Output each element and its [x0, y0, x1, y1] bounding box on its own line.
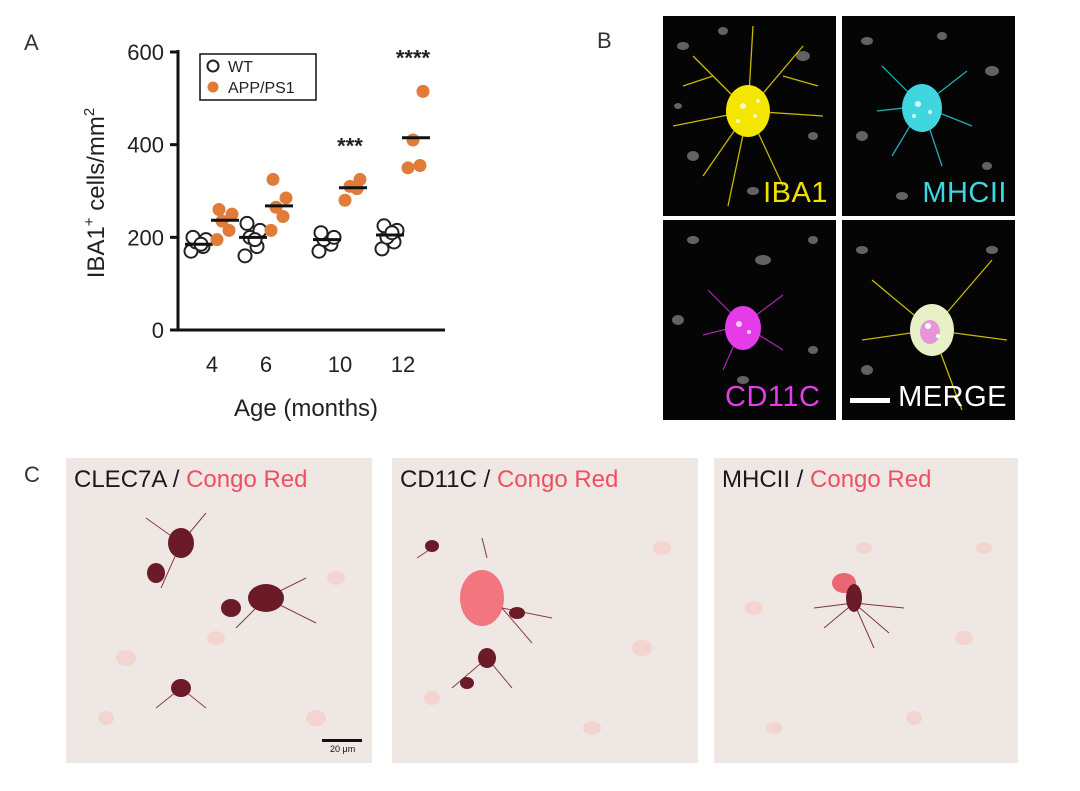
micro-label-merge: MERGE	[898, 381, 1007, 413]
y-tick-label: 600	[127, 40, 164, 65]
app-ps1-point	[222, 223, 236, 237]
legend-marker	[207, 81, 219, 93]
fluorescence-grid: IBA1 MHCII CD11C MERGE	[663, 16, 1015, 420]
app-ps1-point	[225, 207, 239, 221]
micrograph-iba1: IBA1	[663, 16, 836, 216]
app-ps1-point	[266, 172, 280, 186]
brightfield-clec7a: CLEC7A / Congo Red	[66, 458, 372, 763]
brightfield-scale-label: 20 μm	[330, 744, 356, 754]
wt-point	[313, 225, 329, 241]
app-ps1-point	[338, 193, 352, 207]
x-tick-label: 4	[206, 352, 218, 377]
clec7a-title: CLEC7A / Congo Red	[74, 466, 308, 493]
legend-marker	[206, 59, 220, 73]
x-tick-label: 10	[328, 352, 352, 377]
significance-marker: ****	[396, 45, 431, 70]
app-ps1-point	[353, 172, 367, 186]
wt-point	[237, 248, 253, 264]
app-ps1-point	[264, 223, 278, 237]
y-axis-title: IBA1+ cells/mm2	[81, 108, 110, 278]
micro-label-iba1: IBA1	[763, 177, 828, 209]
y-axis-title-superscript: +	[81, 217, 98, 226]
wt-point	[239, 215, 255, 231]
app-ps1-point	[413, 159, 427, 173]
micrograph-merge: MERGE	[842, 220, 1015, 420]
legend-box	[199, 53, 317, 101]
y-axis-title-part: cells/mm	[83, 116, 110, 217]
app-ps1-point	[401, 161, 415, 175]
brightfield-mhcii: MHCII / Congo Red	[714, 458, 1018, 763]
clec7a-cell-image	[98, 512, 345, 726]
iba1-cell-image	[672, 25, 824, 207]
brightfield-cd11c: CD11C / Congo Red	[392, 458, 698, 763]
x-tick-label: 6	[260, 352, 272, 377]
y-tick-label: 200	[127, 225, 164, 250]
micro-label-cd11c: CD11C	[725, 381, 821, 413]
app-ps1-point	[212, 203, 226, 217]
mhcii-cell-image	[856, 32, 999, 200]
iba1-scatter-chart: 0 200 400 600 4 6 10 12 Age (months) IBA1+ cells/…	[81, 40, 445, 422]
y-tick-label: 400	[127, 133, 164, 158]
mhcii-brightfield-image	[745, 542, 992, 734]
wt-point	[384, 225, 400, 241]
cd11c-brightfield-image	[416, 537, 671, 735]
micrograph-mhcii: MHCII	[842, 16, 1015, 216]
app-ps1-point	[279, 191, 293, 205]
panel-label-a: A	[24, 30, 39, 55]
wt-point	[326, 229, 342, 245]
app-ps1-point	[210, 233, 224, 247]
cd11c-cell-image	[672, 236, 818, 384]
y-axis-title-superscript: 2	[81, 108, 98, 116]
merge-cell-image	[856, 246, 1008, 411]
x-axis-title: Age (months)	[234, 395, 378, 422]
y-axis-title-part: IBA1	[83, 226, 110, 278]
x-tick-label: 12	[391, 352, 415, 377]
cd11c-title: CD11C / Congo Red	[400, 466, 619, 493]
panel-label-c: C	[24, 462, 40, 487]
wt-point	[247, 232, 263, 248]
app-ps1-point	[276, 209, 290, 223]
mhcii-title: MHCII / Congo Red	[722, 466, 932, 493]
merge-scale-bar	[850, 398, 890, 403]
congo-red-plaque	[460, 570, 504, 626]
micro-label-mhcii: MHCII	[922, 177, 1007, 209]
panel-label-b: B	[597, 28, 612, 53]
y-tick-label: 0	[152, 318, 164, 343]
micrograph-cd11c: CD11C	[663, 220, 836, 420]
app-ps1-point	[406, 133, 420, 147]
legend-label: WT	[228, 59, 253, 76]
app-ps1-point	[416, 84, 430, 98]
legend-label: APP/PS1	[228, 80, 295, 97]
brightfield-scale-bar	[322, 739, 362, 742]
significance-marker: ***	[337, 133, 363, 158]
